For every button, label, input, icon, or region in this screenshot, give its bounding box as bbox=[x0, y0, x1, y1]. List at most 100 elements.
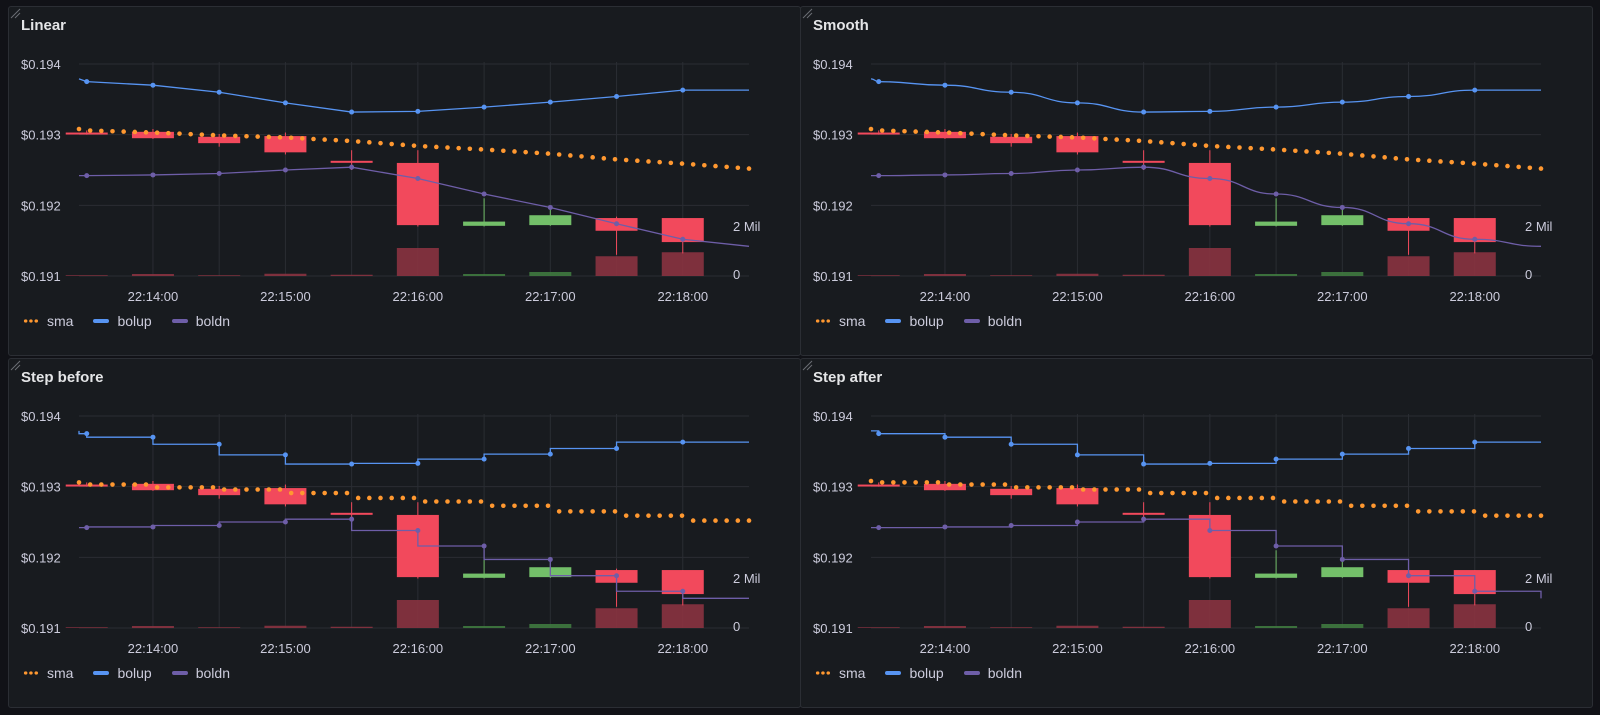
bolup-point bbox=[1273, 104, 1279, 110]
legend-item-sma[interactable]: sma bbox=[815, 313, 865, 329]
legend-item-boldn[interactable]: boldn bbox=[963, 665, 1022, 681]
sma-dot bbox=[154, 485, 160, 490]
sma-dot bbox=[311, 136, 316, 142]
bolup-line bbox=[871, 430, 1541, 465]
panel-title[interactable]: Smooth bbox=[813, 17, 869, 34]
y-tick-label: $0.191 bbox=[813, 269, 853, 284]
bolup-point bbox=[1008, 441, 1014, 447]
sma-dot bbox=[1505, 513, 1510, 518]
resize-handle-icon[interactable] bbox=[801, 7, 813, 19]
sma-dot bbox=[657, 159, 662, 165]
bolup-point bbox=[1406, 94, 1412, 100]
boldn-point bbox=[547, 556, 553, 562]
chart-svg[interactable]: $0.194 $0.193 $0.192 $0.191 22:14:00 22:15:00… bbox=[9, 7, 801, 356]
sma-dot bbox=[679, 513, 685, 518]
sma-dot bbox=[646, 159, 651, 164]
chart-panel-1[interactable]: Smooth $0.194 $0.193 $0.192 $0.191 22:14:00 2… bbox=[800, 6, 1593, 356]
sma-dot bbox=[434, 499, 439, 504]
sma-dot bbox=[389, 495, 394, 501]
panel-title[interactable]: Linear bbox=[21, 17, 67, 34]
bolup-point bbox=[150, 82, 156, 88]
sma-dot bbox=[879, 480, 885, 485]
bolup-line bbox=[78, 430, 749, 465]
sma-dot bbox=[1237, 495, 1242, 501]
legend-item-bolup[interactable]: bolup bbox=[885, 665, 944, 681]
legend-item-sma[interactable]: sma bbox=[23, 313, 73, 329]
boldn-point bbox=[1074, 167, 1080, 173]
panel-title[interactable]: Step before bbox=[21, 369, 104, 386]
candle-body bbox=[198, 136, 241, 144]
bolup-point bbox=[614, 94, 620, 100]
x-tick-label: 22:15:00 bbox=[1052, 289, 1103, 304]
y-tick-label: $0.191 bbox=[813, 621, 853, 636]
legend-label: bolup bbox=[909, 313, 944, 329]
legend-item-boldn[interactable]: boldn bbox=[171, 313, 230, 329]
volume-bar bbox=[529, 272, 572, 276]
candle-body bbox=[1122, 160, 1165, 163]
bolup-point bbox=[1273, 456, 1279, 462]
legend-item-sma[interactable]: sma bbox=[23, 665, 73, 681]
boldn-point bbox=[614, 573, 620, 579]
chart-panel-2[interactable]: Step before $0.194 $0.193 $0.192 $0.191 22:1… bbox=[8, 358, 801, 708]
volume-bar bbox=[396, 248, 439, 276]
sma-dot bbox=[355, 139, 361, 144]
legend-item-bolup[interactable]: bolup bbox=[93, 313, 152, 329]
sma-dot bbox=[1214, 495, 1220, 501]
sma-dot bbox=[333, 137, 339, 143]
chart-svg[interactable]: $0.194 $0.193 $0.192 $0.191 22:14:00 22:15:00… bbox=[9, 359, 801, 708]
sma-dot bbox=[568, 153, 573, 158]
legend-swatch bbox=[23, 319, 39, 323]
chart-panel-3[interactable]: Step after $0.194 $0.193 $0.192 $0.191 22:14… bbox=[800, 358, 1593, 708]
sma-dot bbox=[713, 518, 718, 523]
legend-item-boldn[interactable]: boldn bbox=[171, 665, 230, 681]
volume-bar bbox=[1453, 604, 1496, 628]
y-tick-label: $0.193 bbox=[813, 128, 853, 143]
legend-item-sma[interactable]: sma bbox=[815, 665, 865, 681]
sma-dot bbox=[367, 495, 372, 501]
sma-dot bbox=[199, 132, 205, 137]
legend-item-bolup[interactable]: bolup bbox=[885, 313, 944, 329]
volume-tick-label: 2 Mil bbox=[1525, 571, 1553, 586]
x-tick-label: 22:18:00 bbox=[657, 641, 708, 656]
chart-panel-0[interactable]: Linear $0.194 $0.193 $0.192 $0.191 22:14:00 2… bbox=[8, 6, 801, 356]
bolup-point bbox=[150, 434, 156, 440]
chart-svg[interactable]: $0.194 $0.193 $0.192 $0.191 22:14:00 22:15:00… bbox=[801, 7, 1593, 356]
sma-dot bbox=[1337, 499, 1343, 504]
candle-body bbox=[264, 488, 307, 505]
volume-bar bbox=[330, 626, 373, 628]
bolup-point bbox=[614, 446, 620, 452]
sma-dot bbox=[1427, 158, 1432, 164]
volume-bar bbox=[529, 624, 572, 628]
sma-dot bbox=[221, 133, 227, 138]
volume-tick-label: 0 bbox=[1525, 619, 1532, 634]
sma-dot bbox=[1304, 149, 1309, 154]
sma-dot bbox=[1058, 485, 1064, 490]
resize-handle-icon[interactable] bbox=[801, 359, 813, 371]
sma-dot bbox=[1259, 146, 1265, 152]
sma-dot bbox=[556, 152, 562, 157]
boldn-line bbox=[871, 518, 1542, 599]
sma-dot bbox=[1080, 135, 1086, 141]
panel-title[interactable]: Step after bbox=[813, 369, 883, 386]
legend-item-boldn[interactable]: boldn bbox=[963, 313, 1022, 329]
sma-dot bbox=[746, 518, 752, 523]
resize-handle-icon[interactable] bbox=[9, 7, 21, 19]
resize-handle-icon[interactable] bbox=[9, 359, 21, 371]
bolup-point bbox=[1207, 108, 1213, 114]
candle-body bbox=[1122, 512, 1165, 515]
bolup-point bbox=[1074, 452, 1080, 458]
legend-item-bolup[interactable]: bolup bbox=[93, 665, 152, 681]
sma-dot bbox=[1293, 499, 1298, 504]
x-tick-label: 22:18:00 bbox=[1449, 641, 1500, 656]
sma-dot bbox=[1438, 509, 1443, 514]
sma-dot bbox=[1147, 139, 1153, 144]
chart-svg[interactable]: $0.194 $0.193 $0.192 $0.191 22:14:00 22:15:00… bbox=[801, 359, 1593, 708]
sma-dot bbox=[445, 145, 450, 150]
sma-dot bbox=[489, 147, 495, 153]
sma-dot bbox=[1538, 166, 1544, 171]
boldn-point bbox=[1472, 236, 1478, 242]
volume-bar bbox=[1255, 626, 1298, 628]
volume-bar bbox=[1255, 274, 1298, 276]
sma-dot bbox=[1460, 509, 1466, 514]
sma-dot bbox=[1348, 503, 1354, 509]
